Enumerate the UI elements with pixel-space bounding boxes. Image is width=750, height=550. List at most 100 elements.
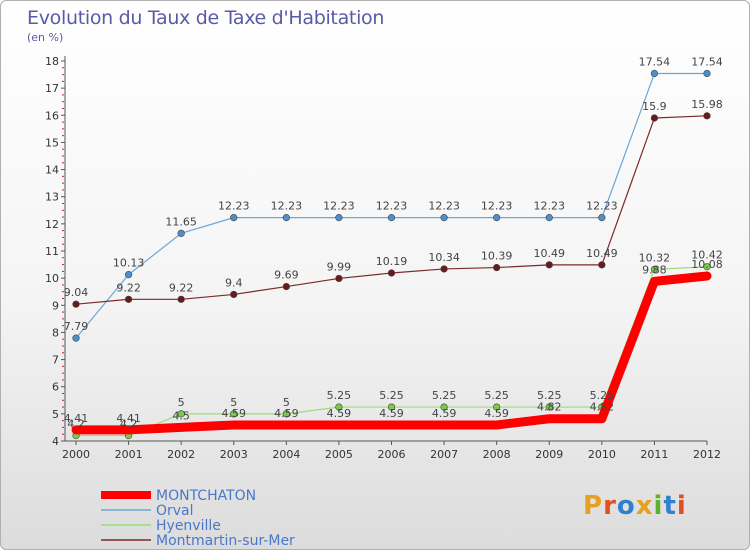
data-point [387, 269, 396, 277]
data-label: 12.23 [271, 200, 303, 213]
data-point [650, 265, 659, 274]
data-label: 5.25 [432, 389, 457, 402]
data-label: 4.59 [222, 407, 247, 420]
legend-label: MONTCHATON [156, 488, 256, 504]
x-tick-label: 2004 [272, 448, 300, 461]
logo-letter: t [663, 491, 677, 521]
data-label: 4.59 [274, 407, 299, 420]
data-point [440, 265, 448, 273]
data-point [598, 261, 606, 269]
data-point [703, 112, 711, 120]
data-label: 10.39 [481, 250, 513, 263]
data-label: 12.23 [428, 200, 460, 213]
data-point [545, 214, 553, 222]
data-label: 9.99 [327, 260, 352, 273]
y-tick-label: 13 [45, 191, 59, 204]
x-tick-label: 2002 [167, 448, 195, 461]
logo-letter: i [653, 491, 664, 521]
x-tick-label: 2008 [483, 448, 511, 461]
proxiti-logo: Proxiti [583, 491, 687, 521]
data-point [703, 69, 711, 78]
data-point [387, 214, 396, 222]
data-point [335, 214, 343, 222]
legend-label: Montmartin-sur-Mer [156, 533, 295, 549]
data-label: 4.2 [67, 418, 85, 431]
data-label: 4.5 [172, 409, 190, 422]
data-label: 5.25 [590, 389, 615, 402]
y-tick-label: 11 [45, 245, 59, 258]
y-tick-label: 15 [45, 136, 59, 149]
data-label: 10.32 [639, 251, 671, 264]
data-label: 4.41 [64, 412, 89, 425]
data-label: 15.98 [691, 98, 723, 111]
data-label: 11.65 [165, 215, 197, 228]
data-point [650, 69, 659, 78]
data-label: 7.79 [64, 320, 89, 333]
data-label: 12.23 [586, 200, 618, 213]
data-point [545, 261, 553, 269]
data-label: 10.34 [428, 251, 460, 264]
x-tick-label: 2001 [115, 448, 143, 461]
data-label: 12.23 [534, 200, 566, 213]
series-line [71, 271, 712, 435]
x-tick-label: 2007 [430, 448, 458, 461]
y-tick-label: 12 [45, 218, 59, 231]
data-point [124, 295, 133, 303]
data-point [230, 410, 238, 418]
data-label: 9.88 [642, 263, 667, 276]
data-label: 15.9 [642, 100, 667, 113]
data-label: 4.2 [120, 418, 138, 431]
data-label: 4.59 [327, 407, 352, 420]
y-tick-label: 8 [52, 326, 59, 339]
data-point [282, 410, 290, 418]
data-point [72, 334, 80, 342]
x-tick-label: 2011 [640, 448, 668, 461]
data-label: 10.49 [586, 247, 618, 260]
x-tick-label: 2010 [588, 448, 616, 461]
data-point [177, 410, 185, 418]
data-point [230, 214, 238, 222]
legend-label: Orval [156, 503, 194, 519]
data-point [282, 214, 290, 222]
data-label: 5.25 [537, 389, 562, 402]
data-label: 10.49 [534, 247, 566, 260]
data-label: 17.54 [639, 55, 671, 68]
data-point [72, 300, 80, 308]
data-label: 9.22 [116, 281, 141, 294]
data-label: 10.13 [113, 257, 145, 270]
y-tick-label: 6 [52, 381, 59, 394]
data-label: 5.25 [484, 389, 509, 402]
data-label: 10.19 [376, 255, 408, 268]
logo-letter: o [616, 491, 636, 521]
data-point [650, 114, 659, 122]
data-label: 5.25 [327, 389, 352, 402]
data-point [177, 295, 185, 303]
x-tick-label: 2012 [693, 448, 721, 461]
data-label: 12.23 [323, 200, 355, 213]
data-point [177, 229, 185, 237]
logo-letter: r [603, 491, 617, 521]
data-label: 17.54 [691, 55, 723, 68]
data-label: 12.23 [218, 200, 250, 213]
y-tick-label: 14 [45, 164, 59, 177]
data-label: 12.23 [481, 200, 513, 213]
data-label: 4.41 [116, 412, 141, 425]
y-tick-label: 17 [45, 82, 59, 95]
logo-letter: x [635, 491, 654, 521]
data-label: 4.59 [379, 407, 404, 420]
data-label: 5 [283, 396, 290, 409]
data-point [598, 214, 606, 222]
data-point [387, 403, 396, 411]
data-point [440, 214, 448, 222]
logo-letter: i [676, 491, 687, 521]
y-tick-label: 18 [45, 55, 59, 68]
y-tick-label: 7 [52, 354, 59, 367]
x-tick-label: 2009 [535, 448, 563, 461]
data-label: 12.23 [376, 200, 408, 213]
x-tick-label: 2006 [378, 448, 406, 461]
logo-letter: P [583, 491, 604, 521]
y-tick-label: 10 [45, 272, 59, 285]
data-label: 9.04 [64, 286, 89, 299]
